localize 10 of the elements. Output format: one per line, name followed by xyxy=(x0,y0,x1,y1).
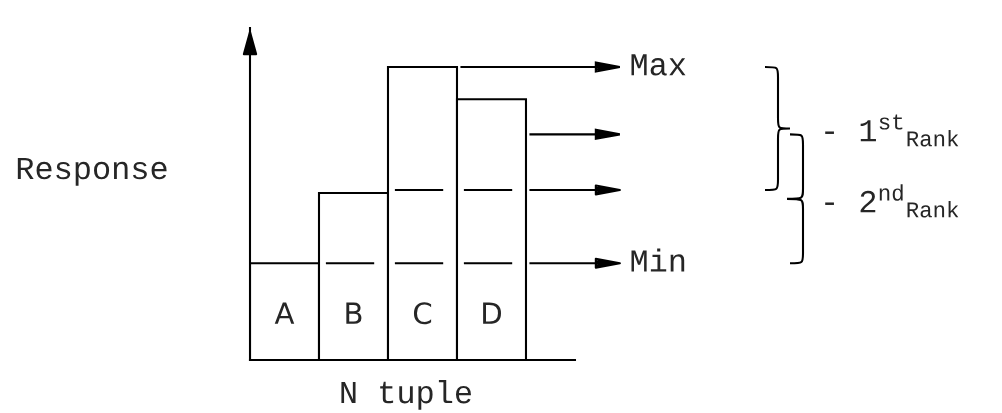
x-tick-label: C xyxy=(413,302,432,325)
x-axis-title: N tuple xyxy=(341,379,471,410)
y-axis-title: Response xyxy=(17,157,167,186)
text: - 2$^{nd}$$_{Rank}$ xyxy=(825,184,959,218)
x-tick-label: B xyxy=(346,302,362,324)
ref-line-label: Max xyxy=(631,54,686,76)
ref-line-label: Min xyxy=(631,248,685,272)
x-tick-label: D xyxy=(483,302,501,324)
x-tick-label: A xyxy=(274,302,295,324)
text: - 1$^{st}$$_{Rank}$ xyxy=(825,114,959,147)
